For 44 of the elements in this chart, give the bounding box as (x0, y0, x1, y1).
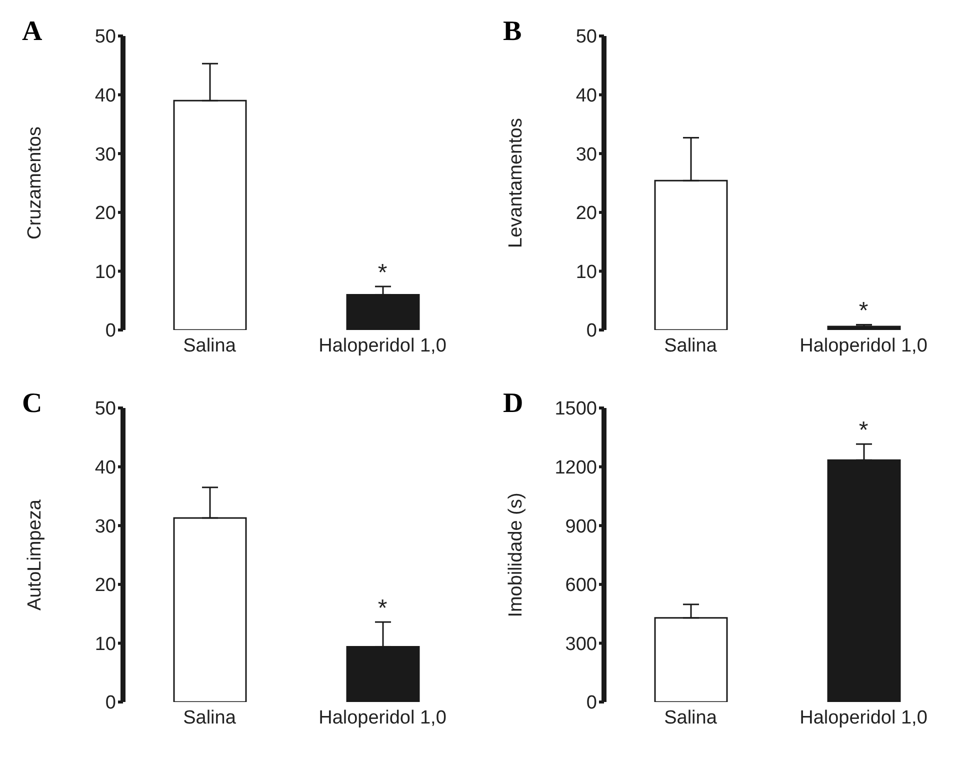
y-tick-label: 300 (565, 634, 597, 655)
y-tick-label: 1500 (554, 398, 597, 420)
y-axis-title: Levantamentos (506, 118, 527, 248)
annotation: * (858, 417, 868, 444)
chart-title: B (503, 16, 522, 48)
x-tick-label: Haloperidol 1,0 (800, 335, 928, 356)
y-tick-label: 50 (576, 26, 597, 48)
x-tick-label: Haloperidol 1,0 (318, 335, 446, 356)
y-tick-label: 0 (105, 692, 116, 714)
y-tick-label: 20 (94, 575, 116, 596)
y-axis-title: Cruzamentos (24, 126, 46, 240)
y-tick-label: 20 (576, 203, 597, 224)
y-axis-title: AutoLimpeza (24, 499, 46, 610)
x-tick-label: Haloperidol 1,0 (800, 707, 928, 728)
chart-title: A (22, 16, 42, 48)
y-tick-label: 40 (94, 458, 116, 479)
y-tick-label: 0 (105, 320, 116, 342)
y-axis-title: Imobilidade (s) (506, 492, 527, 618)
chart-title: D (503, 388, 524, 420)
annotation: * (858, 298, 868, 325)
y-tick-label: 10 (576, 262, 597, 283)
x-tick-label: Salina (664, 335, 718, 356)
y-tick-label: 50 (94, 26, 116, 48)
y-tick-label: 30 (94, 144, 116, 166)
annotation: * (378, 259, 388, 286)
x-tick-label: Salina (664, 707, 718, 728)
y-tick-label: 50 (94, 398, 116, 420)
y-tick-label: 0 (586, 320, 597, 342)
y-tick-label: 10 (94, 262, 116, 283)
x-tick-label: Haloperidol 1,0 (318, 707, 446, 728)
y-tick-label: 20 (94, 203, 116, 224)
chart-title: C (22, 388, 42, 420)
y-tick-label: 30 (94, 516, 116, 538)
y-tick-label: 1200 (554, 458, 597, 479)
y-tick-label: 900 (565, 516, 597, 538)
y-tick-label: 40 (94, 86, 116, 107)
y-tick-label: 40 (576, 86, 597, 107)
y-tick-label: 10 (94, 634, 116, 655)
annotation: * (378, 595, 388, 622)
y-tick-label: 600 (565, 575, 597, 596)
x-tick-label: Salina (183, 707, 236, 728)
x-tick-label: Salina (183, 335, 236, 356)
y-tick-label: 30 (576, 144, 597, 166)
y-tick-label: 0 (586, 692, 597, 714)
